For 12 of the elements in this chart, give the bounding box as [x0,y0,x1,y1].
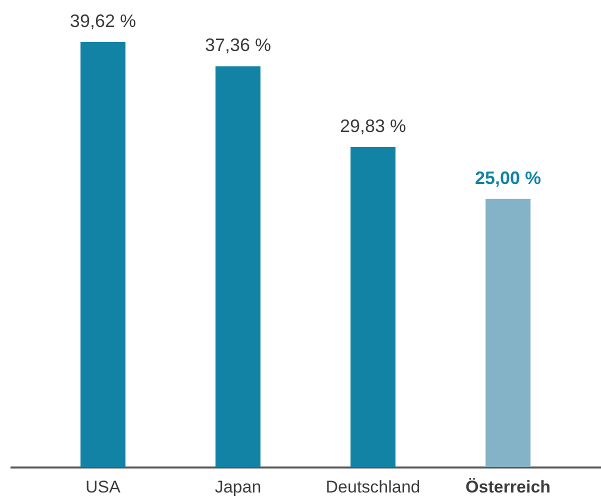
data-label: 37,36 % [204,35,272,56]
data-label: 39,62 % [70,11,136,31]
x-tick-label: Österreich [466,478,551,496]
bar [350,147,396,467]
x-tick-label: Deutschland [326,478,420,496]
data-label: 29,83 % [340,116,406,136]
bar [80,42,126,467]
bar [216,66,260,467]
bar [486,198,531,467]
x-tick-label: Japan [214,478,262,496]
x-tick-label: USA [85,478,122,496]
data-label: 25,00 % [475,168,542,188]
